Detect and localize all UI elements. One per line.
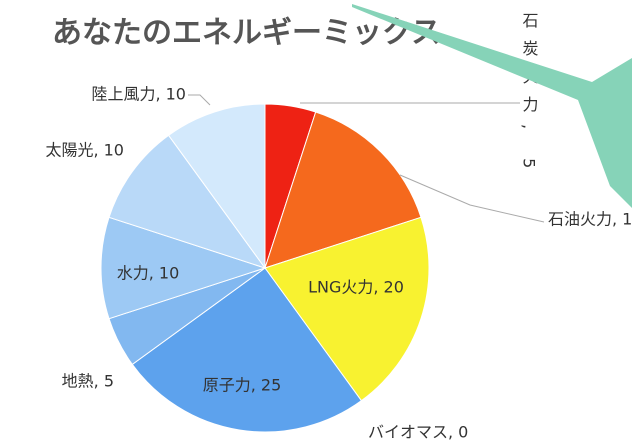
- leader-line: [188, 94, 211, 106]
- pie-slice: [167, 103, 266, 270]
- pie-slice: [108, 134, 267, 269]
- data-label: LNG火力, 20: [308, 278, 404, 297]
- chart-title: あなたのエネルギーミックス: [52, 16, 441, 51]
- pie-slice: [131, 267, 363, 433]
- data-label: 太陽光, 10: [45, 141, 124, 160]
- data-label: 原子力, 25: [203, 376, 282, 395]
- pie: [100, 103, 430, 433]
- data-label: 石油火力, 15: [548, 210, 632, 229]
- data-label: バイオマス, 0: [368, 423, 468, 442]
- data-label: 石炭火力, 5: [520, 12, 539, 180]
- pie-slice: [100, 216, 267, 320]
- leader-line: [399, 174, 545, 223]
- pie-slice: [264, 216, 430, 402]
- data-label: 陸上風力, 10: [91, 85, 186, 104]
- data-label: 水力, 10: [117, 264, 180, 283]
- labels: 石炭火力, 5 石油火力, 15 LNG火力, 20 バイオマス, 0 原子力, 25 地…: [45, 12, 632, 442]
- data-label: 地熱, 5: [62, 372, 114, 391]
- pie-slice: [264, 111, 422, 269]
